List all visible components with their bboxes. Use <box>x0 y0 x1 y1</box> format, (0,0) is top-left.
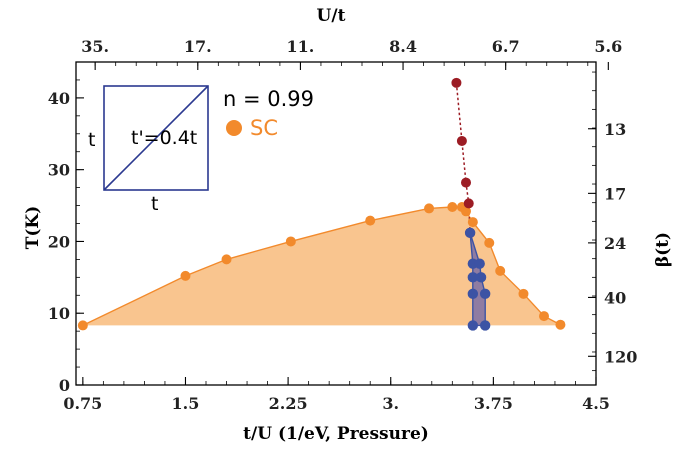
blue-point <box>467 288 479 300</box>
sc-point <box>285 236 296 247</box>
sc-point <box>447 201 458 212</box>
inset-diagonal <box>103 85 209 191</box>
x-top-tick-label: 6.7 <box>492 37 520 56</box>
blue-point <box>479 320 491 331</box>
blue-point <box>475 272 487 283</box>
blue-point <box>467 272 479 283</box>
x-bottom-tick-label: 4.5 <box>582 394 610 413</box>
inset-hopping-label: t'=0.4t <box>131 127 197 149</box>
x-top-tick-label: 35. <box>81 37 109 56</box>
dark-red-point <box>451 77 462 88</box>
sc-point <box>484 237 495 248</box>
x-bottom-tick-label: 1.5 <box>172 394 200 413</box>
x-top-tick-label: 8.4 <box>389 37 417 56</box>
inset-left-label: t <box>88 129 95 151</box>
x-bottom-tick-label: 0.75 <box>63 394 102 413</box>
sc-point <box>221 254 232 265</box>
sc-point <box>555 319 566 330</box>
sc-region-fill <box>82 207 561 326</box>
y-left-axis-title: T(K) <box>23 206 43 250</box>
sc-point <box>180 270 191 281</box>
sc-point <box>77 320 88 331</box>
x-bottom-tick-label: 3.75 <box>474 394 513 413</box>
y-right-tick-label: 24 <box>604 234 626 253</box>
sc-point <box>539 311 549 322</box>
y-right-tick-label: 17 <box>604 184 626 203</box>
sc-point <box>518 288 529 299</box>
inset-square <box>103 85 209 191</box>
inset-lattice: t'=0.4t t t <box>88 85 209 215</box>
legend-label-sc: SC <box>250 116 278 140</box>
x-bottom-axis-title: t/U (1/eV, Pressure) <box>243 424 429 444</box>
y-right-tick-label: 40 <box>604 288 626 307</box>
y-left-tick-label: 10 <box>48 304 70 323</box>
sc-point <box>365 215 376 226</box>
dark-red-point <box>456 135 467 146</box>
y-left-tick-label: 20 <box>48 232 70 251</box>
y-left-tick-label: 0 <box>59 376 70 395</box>
y-left-tick-label: 40 <box>48 89 70 108</box>
x-top-axis-title: U/t <box>317 6 346 26</box>
sc-point <box>424 203 435 214</box>
blue-point <box>467 320 479 331</box>
point-layer <box>77 77 566 331</box>
y-left-tick-label: 30 <box>48 161 70 180</box>
y-right-tick-label: 13 <box>604 120 626 139</box>
x-bottom-tick-label: 3. <box>382 394 399 413</box>
y-right-tick-label: 120 <box>604 347 637 366</box>
y-right-axis-title: β(t) <box>653 232 673 267</box>
inset-bottom-label: t <box>151 193 158 215</box>
x-bottom-tick-label: 2.25 <box>269 394 308 413</box>
sc-point <box>461 206 471 217</box>
x-top-tick-label: 5.6 <box>594 37 622 56</box>
x-top-tick-label: 11. <box>286 37 314 56</box>
sc-point <box>495 265 506 276</box>
dark-red-point <box>463 198 474 209</box>
blue-point <box>474 258 485 269</box>
doping-label: n = 0.99 <box>223 87 314 111</box>
legend: n = 0.99 SC <box>223 87 314 140</box>
sc-point <box>467 217 478 228</box>
x-top-tick-label: 17. <box>184 37 212 56</box>
dark-red-point <box>461 177 471 188</box>
axes-layer: 0.75 1.5 2.25 3. 3.75 4.5 35. 17. 11. 8.4 6.7 5.6 0 1… <box>23 6 673 444</box>
legend-marker-sc <box>226 120 242 136</box>
blue-point <box>464 227 476 239</box>
blue-point <box>479 288 491 300</box>
